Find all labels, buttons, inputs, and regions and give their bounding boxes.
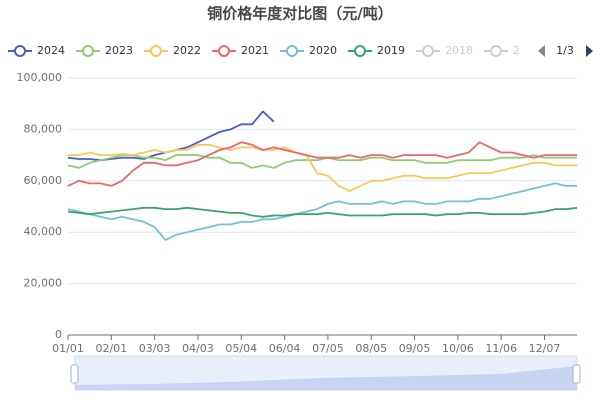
x-tick-label: 05/04 [225, 342, 257, 355]
legend-icon[interactable] [82, 45, 94, 57]
legend-icon[interactable] [150, 45, 162, 57]
y-tick-label: 80,000 [24, 122, 63, 135]
y-tick-label: 60,000 [24, 174, 63, 187]
y-tick-label: 40,000 [24, 225, 63, 238]
y-tick-label: 0 [55, 328, 62, 341]
x-tick-label: 04/03 [182, 342, 214, 355]
legend-next[interactable] [586, 45, 593, 57]
legend-label[interactable]: 2023 [105, 44, 133, 57]
x-tick-label: 09/05 [399, 342, 431, 355]
legend-icon[interactable] [218, 45, 230, 57]
legend-prev[interactable] [538, 45, 545, 57]
legend-label[interactable]: 2021 [241, 44, 269, 57]
series-line [67, 141, 577, 187]
x-tick-label: 03/03 [139, 342, 171, 355]
x-tick-label: 08/05 [355, 342, 387, 355]
x-tick-label: 12/07 [529, 342, 561, 355]
x-tick-label: 06/04 [269, 342, 301, 355]
series-line [68, 143, 577, 192]
chart-title: 铜价格年度对比图（元/吨） [207, 5, 392, 23]
x-tick-label: 02/01 [95, 342, 127, 355]
legend-icon[interactable] [422, 45, 434, 57]
y-tick-label: 100,000 [17, 71, 63, 84]
series-line [67, 154, 577, 169]
data-zoom[interactable] [70, 355, 581, 391]
x-tick-label: 01/01 [52, 342, 84, 355]
x-tick-label: 07/05 [312, 342, 344, 355]
legend-icon[interactable] [14, 45, 26, 57]
series-line [67, 110, 275, 162]
legend-page: 1/3 [556, 44, 574, 57]
x-tick-label: 10/06 [442, 342, 474, 355]
legend-label[interactable]: 2019 [377, 44, 405, 57]
legend-icon[interactable] [490, 45, 502, 57]
legend-icon[interactable] [354, 45, 366, 57]
legend-label[interactable]: 2020 [309, 44, 337, 57]
series-line [67, 182, 577, 241]
zoom-handle[interactable] [572, 364, 581, 384]
legend-label[interactable]: 2018 [445, 44, 473, 57]
legend-icon[interactable] [286, 45, 298, 57]
zoom-preview [75, 366, 577, 390]
y-tick-label: 20,000 [24, 277, 63, 290]
legend-label[interactable]: 2024 [37, 44, 65, 57]
x-tick-label: 11/06 [485, 342, 517, 355]
series-line [67, 206, 578, 218]
legend-label[interactable]: 2022 [173, 44, 201, 57]
zoom-handle[interactable] [70, 364, 79, 384]
legend-label[interactable]: 2 [513, 44, 520, 57]
